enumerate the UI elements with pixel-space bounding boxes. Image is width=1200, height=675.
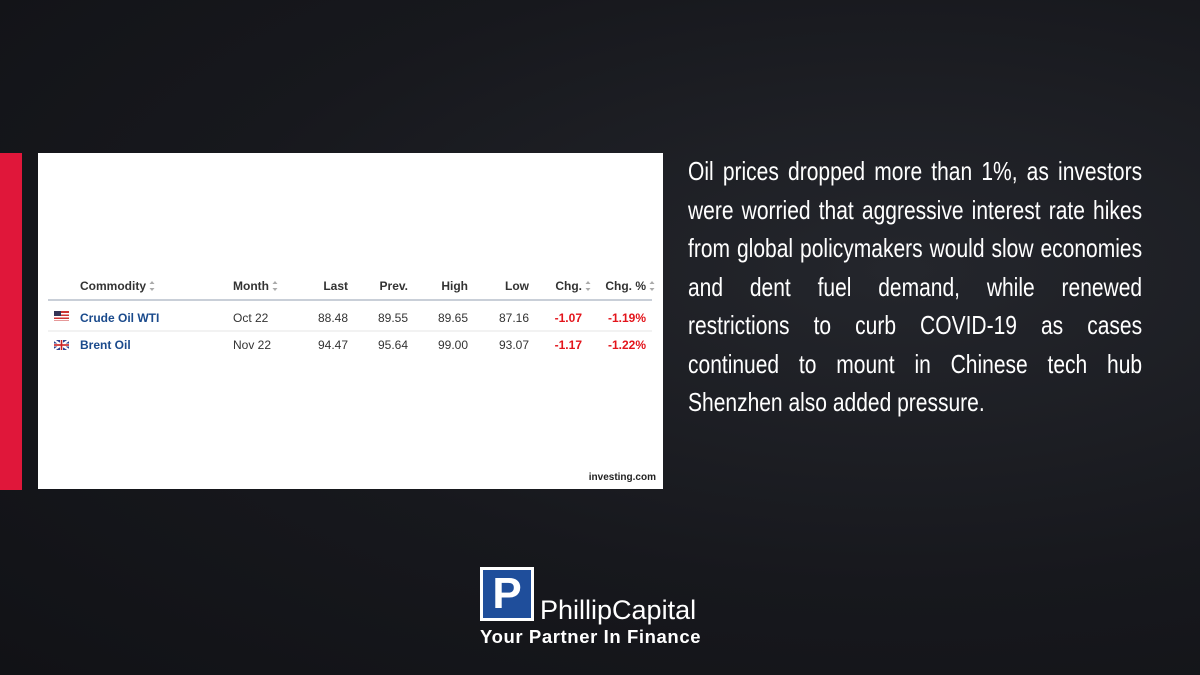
- column-header[interactable]: Chg.: [555, 279, 582, 293]
- logo-name: PhillipCapital: [540, 595, 696, 625]
- logo-box: [483, 570, 531, 618]
- source: investing.com: [588, 472, 656, 483]
- article-text: Oil prices dropped more than 1%, as inve…: [688, 156, 1143, 417]
- sort-icon[interactable]: [149, 281, 155, 291]
- logo-tagline: Your Partner In Finance: [480, 626, 701, 647]
- table-lines: [48, 281, 655, 351]
- table-cell: 89.55: [377, 311, 408, 325]
- sort-icon[interactable]: [272, 281, 278, 291]
- flag-us: [54, 311, 69, 321]
- table-cell: -1.07: [554, 311, 582, 325]
- column-header[interactable]: High: [441, 279, 468, 293]
- commodity-name: Brent Oil: [80, 338, 131, 352]
- column-header[interactable]: Chg. %: [605, 279, 646, 293]
- sort-icon[interactable]: [585, 281, 591, 291]
- column-header[interactable]: Prev.: [379, 279, 408, 293]
- logo-mark: P: [492, 569, 521, 618]
- flag-uk: [53, 339, 70, 351]
- column-header[interactable]: Last: [323, 279, 348, 293]
- accent-bar: [0, 153, 22, 490]
- table-cell: 94.47: [317, 338, 348, 352]
- table-cell: 99.00: [437, 338, 468, 352]
- quote-table: investing.com Commodity Month Last Prev. Hig…: [38, 153, 663, 489]
- table-cell: 93.07: [498, 338, 529, 352]
- column-header[interactable]: Low: [505, 279, 529, 293]
- table-cell: Nov 22: [233, 338, 272, 352]
- table-cell: 88.48: [317, 311, 348, 325]
- sort-icon[interactable]: [649, 281, 655, 291]
- column-header[interactable]: Commodity: [80, 279, 146, 293]
- table-cell: -1.19%: [607, 311, 646, 325]
- commodity-name: Crude Oil WTI: [80, 311, 160, 325]
- column-header[interactable]: Month: [233, 279, 269, 293]
- table-cell: 89.65: [437, 311, 468, 325]
- table-cell: Oct 22: [233, 311, 269, 325]
- table-cell: 95.64: [377, 338, 408, 352]
- table-cell: -1.17: [554, 338, 582, 352]
- table-cell: -1.22%: [607, 338, 646, 352]
- table-cell: 87.16: [498, 311, 529, 325]
